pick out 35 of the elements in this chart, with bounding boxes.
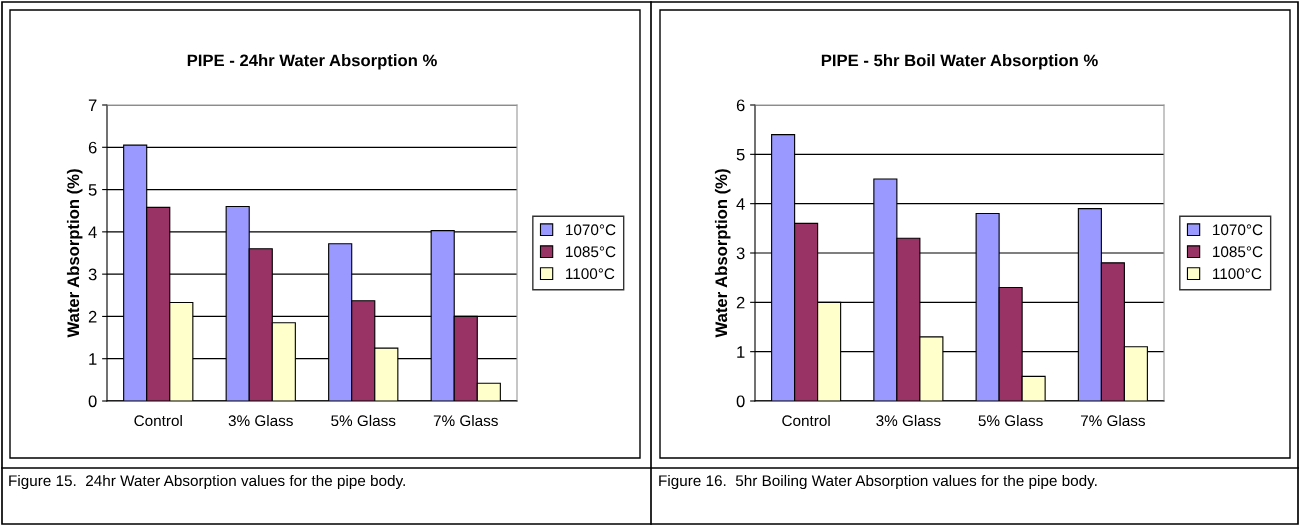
y-tick-label: 3	[88, 268, 97, 281]
x-tick-label: 3% Glass	[876, 414, 941, 427]
x-tick-label: 7% Glass	[433, 414, 498, 427]
legend-label: 1085°C	[1213, 246, 1263, 258]
chart-title: PIPE - 5hr Boil Water Absorption %	[821, 54, 1098, 70]
y-tick-label: 4	[88, 226, 97, 238]
y-tick-label: 0	[88, 395, 97, 408]
y-tick-label: 2	[736, 296, 745, 309]
x-tick-label: Control	[134, 414, 182, 427]
y-axis-title: Water Absorption (%)	[66, 169, 83, 338]
y-tick-label: 5	[736, 148, 745, 161]
y-tick-label: 4	[736, 198, 745, 210]
x-tick-label: 5% Glass	[331, 414, 396, 427]
y-tick-label: 7	[88, 99, 97, 112]
legend-label: 1100°C	[1213, 268, 1262, 280]
x-tick-label: Control	[782, 414, 830, 427]
x-tick-label: 3% Glass	[228, 414, 293, 427]
y-tick-label: 1	[89, 353, 97, 365]
x-tick-label: 7% Glass	[1080, 414, 1146, 427]
y-tick-label: 3	[736, 247, 745, 260]
legend-label: 1070°C	[566, 224, 616, 236]
y-tick-label: 0	[736, 395, 745, 408]
y-tick-label: 6	[736, 99, 745, 112]
x-tick-label: 5% Glass	[978, 414, 1043, 427]
legend-label: 1085°C	[566, 246, 616, 258]
y-axis-title: Water Absorption (%)	[714, 169, 731, 338]
caption: Figure 15. 24hr Water Absorption values for the pipe body.	[9, 474, 405, 490]
chart-title: PIPE - 24hr Water Absorption %	[187, 54, 437, 70]
y-tick-label: 2	[88, 310, 97, 323]
legend-label: 1100°C	[566, 268, 615, 280]
y-tick-label: 5	[88, 184, 97, 196]
y-tick-label: 6	[88, 141, 97, 154]
legend-label: 1070°C	[1213, 224, 1263, 236]
y-tick-label: 1	[737, 346, 745, 358]
caption: Figure 16. 5hr Boiling Water Absorption values for the pipe body.	[659, 474, 1097, 490]
